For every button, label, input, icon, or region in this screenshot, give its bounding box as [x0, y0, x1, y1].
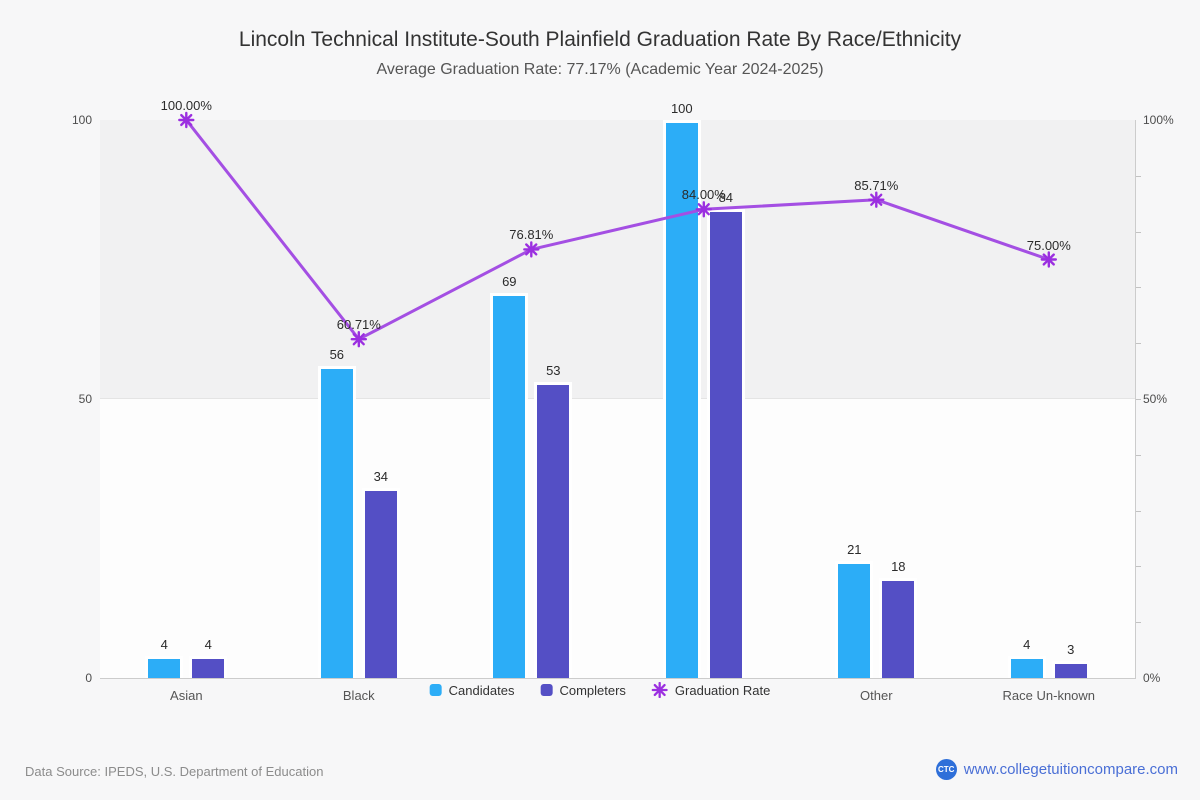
graduation-rate-label: 75.00% — [1026, 237, 1071, 253]
bar-candidates-asian[interactable] — [145, 656, 184, 678]
right-axis-tick-label: 0% — [1143, 671, 1161, 685]
right-axis-tick-label: 100% — [1143, 113, 1174, 127]
graduation-rate-label: 84.00% — [681, 187, 726, 203]
category-label-race-un-known: Race Un-known — [1002, 688, 1096, 703]
left-axis-tick-label: 0 — [85, 671, 92, 685]
right-axis-minor-tick — [1136, 454, 1141, 456]
bar-candidates-hispanic[interactable] — [490, 293, 529, 678]
legend-item-candidates[interactable]: Candidates — [429, 682, 515, 698]
right-axis-minor-tick — [1136, 231, 1141, 233]
bar-value-label: 3 — [1067, 642, 1075, 657]
graduation-rate-label: 60.71% — [336, 317, 381, 333]
bar-value-label: 69 — [502, 274, 517, 289]
bar-value-label: 53 — [546, 363, 561, 378]
graduation-rate-label: 85.71% — [854, 177, 899, 193]
right-axis-minor-tick — [1136, 622, 1141, 624]
bar-value-label: 4 — [160, 637, 168, 652]
ctc-logo: CTC — [935, 759, 957, 780]
bar-completers-asian[interactable] — [189, 656, 228, 678]
bar-value-label: 21 — [847, 542, 862, 557]
website-link[interactable]: CTC www.collegetuitioncompare.com — [935, 759, 1178, 780]
bar-completers-race-un-known[interactable] — [1051, 661, 1090, 678]
bar-candidates-white[interactable] — [662, 120, 701, 678]
right-axis-minor-tick — [1136, 566, 1141, 568]
bar-candidates-other[interactable] — [835, 561, 874, 678]
plot-area: 4 4 56 34 69 53 100 84 21 18 4 3 100.00% 60.71% 76.81%… — [100, 98, 1136, 679]
website-url: www.collegetuitioncompare.com — [963, 761, 1178, 778]
right-axis-minor-tick — [1136, 287, 1141, 289]
left-axis-tick-label: 100 — [71, 113, 92, 127]
chart-subtitle: Average Graduation Rate: 77.17% (Academi… — [376, 61, 824, 78]
legend-label-completers: Completers — [559, 682, 626, 698]
right-axis-minor-tick — [1136, 510, 1141, 512]
category-label-asian: Asian — [170, 688, 203, 703]
completers-swatch-icon — [540, 684, 553, 696]
legend-item-graduation-rate[interactable]: Graduation Rate — [651, 681, 771, 699]
category-label-other: Other — [860, 688, 893, 703]
bar-candidates-black[interactable] — [317, 366, 356, 678]
plot-band-50-100 — [100, 120, 1135, 399]
graduation-rate-label: 100.00% — [160, 98, 212, 113]
legend-item-completers[interactable]: Completers — [540, 682, 626, 698]
bar-value-label: 56 — [329, 347, 345, 362]
bar-value-label: 34 — [373, 469, 389, 484]
candidates-swatch-icon — [429, 684, 442, 696]
bar-completers-black[interactable] — [361, 488, 400, 678]
bar-value-label: 4 — [1023, 637, 1031, 652]
category-label-black: Black — [342, 688, 375, 703]
graduation-rate-label: 76.81% — [509, 227, 554, 243]
right-axis-minor-tick — [1136, 175, 1141, 177]
right-axis-minor-tick — [1136, 399, 1141, 400]
bar-completers-other[interactable] — [879, 578, 918, 678]
bar-value-label: 4 — [204, 637, 212, 652]
data-source-text: Data Source: IPEDS, U.S. Department of E… — [25, 764, 324, 779]
bar-value-label: 100 — [670, 101, 693, 116]
asterisk-marker-icon — [651, 681, 669, 699]
bar-completers-white[interactable] — [706, 209, 745, 678]
legend-label-graduation-rate: Graduation Rate — [674, 682, 771, 698]
left-axis-tick-label: 50 — [78, 392, 92, 406]
legend-label-candidates: Candidates — [448, 682, 515, 698]
legend: Candidates Completers Graduation Rate — [417, 679, 783, 701]
right-axis-tick-label: 50% — [1143, 392, 1168, 406]
chart-title: Lincoln Technical Institute-South Plainf… — [238, 28, 962, 51]
bar-value-label: 18 — [891, 559, 906, 574]
bar-candidates-race-un-known[interactable] — [1007, 656, 1046, 678]
bar-completers-hispanic[interactable] — [534, 382, 573, 678]
right-axis-minor-tick — [1136, 343, 1141, 345]
